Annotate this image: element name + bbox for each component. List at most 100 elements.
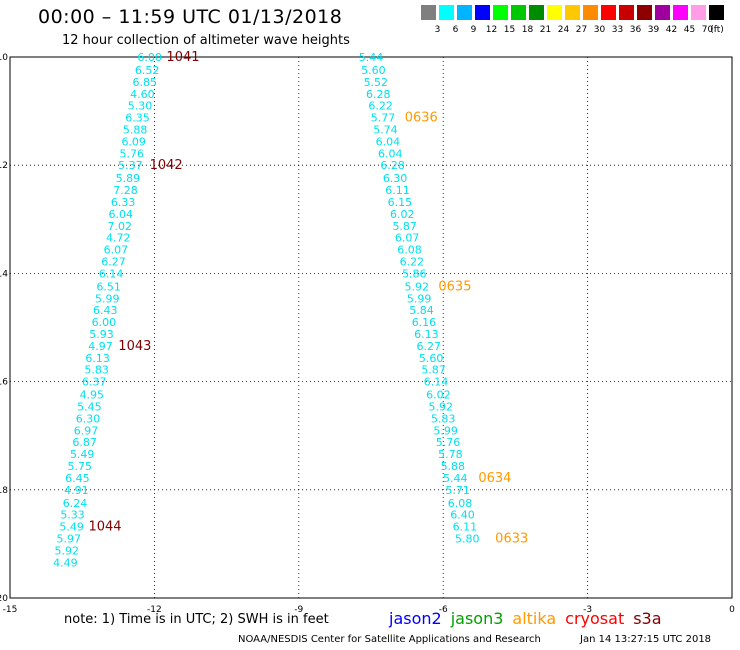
- data-point-label: 5.74: [373, 123, 398, 136]
- y-tick-label: -10: [0, 53, 8, 63]
- legend-label: 12: [485, 25, 498, 35]
- data-point-label: 4.60: [130, 88, 155, 101]
- data-point-label: 5.33: [60, 509, 85, 522]
- data-point-label: 6.35: [125, 112, 150, 125]
- data-point-label: 5.45: [77, 400, 102, 413]
- x-tick-label: -3: [583, 605, 592, 615]
- data-point-label: 5.99: [433, 424, 458, 437]
- data-point-label: 5.83: [84, 364, 109, 377]
- time-label: 0635: [438, 279, 471, 294]
- data-point-label: 4.91: [64, 484, 89, 497]
- data-point-label: 6.14: [99, 267, 124, 280]
- legend-label: 42: [665, 25, 678, 35]
- data-point-label: 5.44: [359, 51, 384, 64]
- data-point-label: 5.99: [407, 292, 432, 305]
- data-point-label: 5.99: [95, 292, 120, 305]
- data-point-label: 5.44: [443, 472, 468, 485]
- legend-swatch: [421, 5, 436, 20]
- data-point-label: 5.78: [438, 448, 463, 461]
- time-label: 0634: [478, 471, 511, 486]
- time-label: 1041: [166, 50, 199, 65]
- data-point-label: 6.04: [108, 208, 133, 221]
- data-point-label: 6.45: [65, 472, 90, 485]
- data-point-label: 6.07: [104, 244, 129, 257]
- data-point-label: 4.97: [88, 340, 113, 353]
- data-point-label: 6.97: [74, 424, 99, 437]
- data-point-label: 6.14: [424, 376, 449, 389]
- data-point-label: 6.08: [448, 497, 473, 510]
- footer-credit: NOAA/NESDIS Center for Satellite Applica…: [238, 634, 541, 645]
- data-point-label: 4.49: [53, 556, 78, 569]
- data-point-label: 6.16: [412, 316, 437, 329]
- legend-label: 6: [452, 25, 459, 35]
- data-point-label: 5.77: [371, 112, 396, 125]
- data-point-label: 6.02: [426, 389, 451, 402]
- data-point-label: 6.22: [368, 100, 393, 113]
- x-tick-label: -6: [439, 605, 448, 615]
- legend-label: 70: [701, 25, 714, 35]
- legend-swatch: [565, 5, 580, 20]
- data-point-label: 5.92: [55, 544, 80, 557]
- legend-label: 18: [521, 25, 534, 35]
- data-point-label: 5.49: [59, 521, 84, 534]
- data-point-label: 5.71: [445, 484, 470, 497]
- legend-label: 24: [557, 25, 570, 35]
- data-point-label: 6.51: [96, 280, 121, 293]
- page-title: 00:00 – 11:59 UTC 01/13/2018: [38, 6, 343, 28]
- data-point-label: 6.22: [400, 255, 425, 268]
- units-note: note: 1) Time is in UTC; 2) SWH is in fe…: [64, 612, 329, 627]
- legend-swatch: [583, 5, 598, 20]
- data-point-label: 5.30: [128, 100, 153, 113]
- data-point-label: 5.89: [116, 172, 141, 185]
- data-point-label: 6.00: [137, 51, 162, 64]
- legend-swatch: [457, 5, 472, 20]
- legend-label: 30: [593, 25, 606, 35]
- data-point-label: 4.95: [80, 389, 105, 402]
- data-point-label: 7.02: [107, 220, 132, 233]
- data-point-label: 5.75: [68, 460, 93, 473]
- x-tick-label: 0: [729, 605, 735, 615]
- time-label: 1043: [118, 339, 151, 354]
- data-point-label: 5.37: [118, 159, 143, 172]
- legend-label: 15: [503, 25, 516, 35]
- data-point-label: 6.02: [390, 208, 415, 221]
- y-tick-label: -14: [0, 269, 8, 279]
- data-point-label: 5.92: [429, 400, 454, 413]
- data-point-label: 5.93: [89, 328, 114, 341]
- data-point-label: 6.11: [385, 184, 410, 197]
- data-point-label: 6.30: [383, 172, 408, 185]
- data-point-label: 6.11: [453, 521, 478, 534]
- data-point-label: 6.08: [397, 244, 422, 257]
- x-tick-label: -15: [3, 605, 18, 615]
- legend-swatch: [439, 5, 454, 20]
- data-point-label: 6.28: [380, 159, 405, 172]
- data-point-label: 6.13: [85, 352, 110, 365]
- legend-swatch: [475, 5, 490, 20]
- x-tick-label: -9: [294, 605, 303, 615]
- legend-swatch: [673, 5, 688, 20]
- satellite-altika-label: altika: [512, 609, 557, 628]
- time-label: 1044: [88, 520, 121, 535]
- data-point-label: 6.30: [76, 412, 101, 425]
- time-label: 1042: [150, 158, 183, 173]
- legend-label: 36: [629, 25, 642, 35]
- data-point-label: 6.37: [82, 376, 107, 389]
- data-point-label: 5.97: [56, 532, 81, 545]
- data-point-label: 5.60: [361, 64, 386, 77]
- data-point-label: 6.13: [414, 328, 439, 341]
- data-point-label: 5.87: [392, 220, 417, 233]
- time-label: 0633: [495, 531, 528, 546]
- legend-label: 21: [539, 25, 552, 35]
- legend-swatch: [619, 5, 634, 20]
- legend-swatch: [655, 5, 670, 20]
- legend-label: 3: [434, 25, 441, 35]
- satellite-jason2-label: jason2: [389, 609, 442, 628]
- data-point-label: 5.92: [404, 280, 429, 293]
- legend-unit: (ft): [710, 25, 724, 35]
- page-subtitle: 12 hour collection of altimeter wave hei…: [62, 33, 350, 48]
- legend-label: 27: [575, 25, 588, 35]
- data-point-label: 6.33: [111, 196, 136, 209]
- data-point-label: 6.27: [417, 340, 442, 353]
- data-point-label: 6.07: [395, 232, 420, 245]
